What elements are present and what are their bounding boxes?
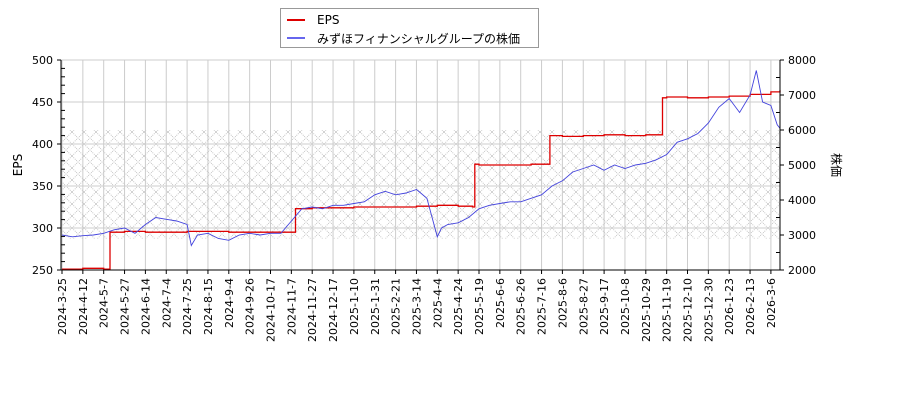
x-tick-label: 2025-4-24 — [452, 278, 465, 335]
right-tick-label: 4000 — [788, 194, 816, 207]
x-tick-label: 2024-11-7 — [285, 278, 298, 335]
x-tick-label: 2025-10-29 — [640, 278, 653, 342]
x-tick-label: 2025-5-19 — [473, 278, 486, 335]
x-tick-label: 2025-7-16 — [536, 278, 549, 335]
x-tick-label: 2024-7-25 — [181, 278, 194, 335]
x-tick-label: 2025-9-17 — [598, 278, 611, 335]
legend-item-stock-price: みずほフィナンシャルグループの株価 — [287, 30, 520, 46]
left-tick-label: 300 — [32, 222, 53, 235]
x-tick-label: 2024-3-25 — [56, 278, 69, 335]
left-tick-label: 250 — [32, 264, 53, 277]
x-tick-label: 2024-12-17 — [327, 278, 340, 342]
right-tick-label: 6000 — [788, 124, 816, 137]
right-axis-title: 株価 — [829, 153, 844, 177]
eps-line-swatch-icon — [287, 19, 305, 21]
x-tick-label: 2024-8-15 — [202, 278, 215, 335]
axes: 500 450 400 350 300 250 8000 7000 6000 5000 4000 30… — [32, 54, 816, 342]
x-tick-label: 2025-1-31 — [369, 278, 382, 335]
right-tick-label: 8000 — [788, 54, 816, 67]
x-tick-label: 2025-12-30 — [702, 278, 715, 342]
left-tick-label: 500 — [32, 54, 53, 67]
left-tick-label: 450 — [32, 96, 53, 109]
left-tick-label: 400 — [32, 138, 53, 151]
x-tick-label: 2024-9-26 — [244, 278, 257, 335]
right-tick-label: 2000 — [788, 264, 816, 277]
x-tick-label: 2024-10-17 — [265, 278, 278, 342]
x-tick-label: 2024-6-14 — [139, 278, 152, 335]
eps-line — [62, 90, 781, 270]
hatched-region — [61, 130, 780, 239]
x-tick-label: 2025-11-19 — [661, 278, 674, 342]
x-tick-label: 2024-5-7 — [98, 278, 111, 328]
x-tick-label: 2025-2-21 — [390, 278, 403, 335]
series-lines — [61, 70, 781, 270]
x-tick-label: 2024-5-27 — [119, 278, 132, 335]
x-tick-label: 2025-3-14 — [410, 278, 423, 335]
legend-label-eps: EPS — [317, 13, 340, 27]
legend-label-stock-price: みずほフィナンシャルグループの株価 — [317, 31, 521, 46]
x-tick-label: 2026-3-6 — [765, 278, 778, 328]
x-tick-label: 2025-8-27 — [577, 278, 590, 335]
stock-price-line — [61, 70, 781, 247]
x-tick-label: 2026-2-13 — [744, 278, 757, 335]
x-tick-label: 2025-4-4 — [431, 278, 444, 328]
right-tick-label: 3000 — [788, 229, 816, 242]
x-tick-label: 2025-6-6 — [494, 278, 507, 328]
x-tick-label: 2025-8-6 — [556, 278, 569, 328]
hatched-band — [61, 130, 780, 239]
x-tick-label: 2024-9-4 — [223, 278, 236, 328]
x-tick-label: 2026-1-23 — [723, 278, 736, 335]
x-tick-label: 2024-7-4 — [160, 278, 173, 328]
x-tick-label: 2025-10-8 — [619, 278, 632, 335]
right-tick-label: 7000 — [788, 89, 816, 102]
left-tick-label: 350 — [32, 180, 53, 193]
x-tick-label: 2024-4-12 — [77, 278, 90, 335]
legend-item-eps: EPS — [287, 12, 339, 28]
x-tick-label: 2025-12-10 — [682, 278, 695, 342]
x-tick-label: 2025-6-26 — [515, 278, 528, 335]
legend: EPS みずほフィナンシャルグループの株価 — [280, 8, 539, 48]
stock-price-line-swatch-icon — [287, 37, 305, 39]
left-axis-title: EPS — [11, 154, 25, 176]
x-tick-label: 2024-11-27 — [306, 278, 319, 342]
right-tick-label: 5000 — [788, 159, 816, 172]
x-tick-label: 2025-1-10 — [348, 278, 361, 335]
